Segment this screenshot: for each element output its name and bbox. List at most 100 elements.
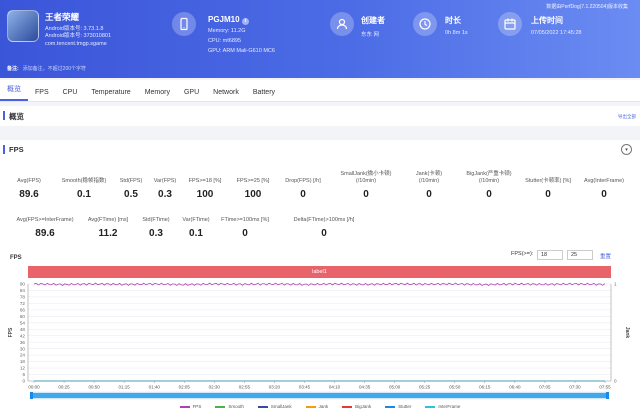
report-header: 王者荣耀 Android版本号: 3.73.1.8 Android版本号: 37… bbox=[0, 0, 640, 78]
stat-label: FPS>=25 [%] bbox=[236, 177, 270, 184]
stat-label: Std(FTime) bbox=[142, 216, 170, 223]
tab-temperature[interactable]: Temperature bbox=[91, 89, 131, 96]
legend-item-smalljank[interactable]: SmallJank bbox=[257, 404, 292, 409]
app-version: Android版本号: 3.73.1.8 bbox=[45, 26, 104, 32]
tab-gpu[interactable]: GPU bbox=[183, 89, 200, 96]
tab-overview[interactable]: 概览 bbox=[0, 84, 28, 101]
label-bar[interactable]: label1 bbox=[28, 266, 611, 278]
stat-row1-4: FPS>=18 [%] 100 bbox=[170, 171, 240, 201]
stat-row2-5: Delta(FTime)>100ms [/h] 0 bbox=[289, 210, 359, 240]
app-name: 王者荣耀 bbox=[45, 12, 80, 22]
chart-title: FPS bbox=[10, 255, 22, 261]
y-tick-label: 18 bbox=[20, 359, 26, 364]
overview-section-header: 概览 导出全部 bbox=[0, 106, 640, 126]
creator-value: 东东 网 bbox=[361, 32, 380, 38]
legend-label: Stutter bbox=[398, 404, 412, 409]
stat-row1-8: Jank(卡顿) (/10min) 0 bbox=[394, 171, 464, 200]
y-tick-label: 84 bbox=[20, 288, 26, 293]
legend-swatch bbox=[215, 405, 226, 408]
stat-value: 0.1 bbox=[77, 189, 91, 200]
stat-row2-1: Avg(FTime) [ms] 11.2 bbox=[73, 210, 143, 240]
stat-value: 89.6 bbox=[35, 228, 55, 239]
tab-battery[interactable]: Battery bbox=[252, 89, 276, 96]
section-accent bbox=[3, 111, 5, 120]
zoom-track bbox=[29, 391, 610, 400]
stat-value: 0 bbox=[486, 189, 492, 200]
data-source-note: 数据由PerfDog(7.1.220504)版本收集 bbox=[546, 4, 628, 10]
tab-cpu[interactable]: CPU bbox=[62, 89, 78, 96]
stat-label: Avg(InterFrame) bbox=[584, 177, 624, 184]
x-tick-label: 07:55 bbox=[599, 385, 611, 390]
x-tick-label: 04:10 bbox=[329, 385, 341, 390]
x-tick-label: 06:40 bbox=[509, 385, 521, 390]
stat-label: SmallJank(微小卡顿) (/10min) bbox=[340, 171, 392, 184]
stat-row2-2: Std(FTime) 0.3 bbox=[121, 210, 191, 240]
legend-swatch bbox=[179, 405, 190, 408]
legend-item-bigjank[interactable]: BigJank bbox=[342, 404, 371, 409]
phone-icon bbox=[172, 12, 196, 36]
y-tick-label: 72 bbox=[20, 301, 26, 306]
legend-item-interframe[interactable]: InterFrame bbox=[425, 404, 460, 409]
export-all-link[interactable]: 导出全部 bbox=[618, 114, 636, 119]
x-tick-label: 05:50 bbox=[449, 385, 461, 390]
tab-network[interactable]: Network bbox=[213, 89, 239, 96]
clock-icon bbox=[413, 12, 437, 36]
section-accent bbox=[3, 145, 5, 154]
x-tick-label: 00:50 bbox=[88, 385, 100, 390]
collapse-button[interactable]: ▾ bbox=[621, 144, 632, 155]
note-row[interactable]: 备注: 添加备注，不超过200个字符 bbox=[7, 65, 86, 72]
zoom-handle-right bbox=[606, 392, 609, 399]
section-tabs: 概览 FPS CPU Temperature Memory GPU Networ… bbox=[0, 80, 640, 102]
y-tick-label: 6 bbox=[22, 372, 25, 377]
device-memory: Memory: 11.2G bbox=[208, 28, 246, 34]
note-label: 备注: bbox=[7, 66, 19, 72]
x-tick-label: 00:00 bbox=[28, 385, 40, 390]
tab-fps[interactable]: FPS bbox=[35, 89, 49, 96]
fps-section-header: FPS ▾ bbox=[0, 140, 640, 160]
tab-memory[interactable]: Memory bbox=[144, 89, 170, 96]
y-tick-label: 54 bbox=[20, 320, 26, 325]
stat-row1-3: Var(FPS) 0.3 bbox=[130, 171, 200, 201]
note-input[interactable]: 添加备注，不超过200个字符 bbox=[22, 66, 87, 72]
stat-label: Stutter(卡顿率) [%] bbox=[525, 177, 571, 184]
reset-button[interactable]: 重置 bbox=[600, 254, 612, 260]
y-tick-label: 36 bbox=[20, 340, 26, 345]
stat-row1-5: FPS>=25 [%] 100 bbox=[218, 171, 288, 201]
stat-label: Var(FPS) bbox=[153, 177, 177, 184]
legend-item-stutter[interactable]: Stutter bbox=[385, 404, 411, 409]
y-tick-label: 30 bbox=[20, 346, 26, 351]
x-tick-label: 04:35 bbox=[359, 385, 371, 390]
legend-label: BigJank bbox=[355, 404, 372, 409]
y2-axis-label: Jank bbox=[624, 327, 630, 339]
app-icon bbox=[7, 10, 39, 42]
device-name: PGJM10 i bbox=[208, 15, 249, 25]
stat-label: Jank(卡顿) (/10min) bbox=[415, 171, 443, 184]
stat-row2-4: FTime>=100ms [%] 0 bbox=[210, 210, 280, 240]
stat-row1-6: Drop(FPS) [/h] 0 bbox=[268, 171, 338, 201]
stat-row2-3: Var(FTime) 0.1 bbox=[161, 210, 231, 240]
legend-item-jank[interactable]: Jank bbox=[305, 404, 328, 409]
fps-threshold-input-b[interactable]: 25 bbox=[567, 250, 593, 260]
stat-value: 0.5 bbox=[124, 189, 138, 200]
stat-value: 0 bbox=[300, 189, 306, 200]
stat-value: 0 bbox=[321, 228, 327, 239]
x-tick-label: 03:20 bbox=[269, 385, 281, 390]
legend-item-fps[interactable]: FPS bbox=[179, 404, 201, 409]
duration-value: 0h 8m 1s bbox=[445, 30, 468, 36]
device-gpu: GPU: ARM Mali-G610 MC6 bbox=[208, 48, 275, 54]
x-tick-label: 05:00 bbox=[389, 385, 401, 390]
stat-value: 89.6 bbox=[19, 189, 39, 200]
legend-item-smooth[interactable]: Smooth bbox=[215, 404, 244, 409]
y-tick-label: 24 bbox=[20, 353, 26, 358]
stat-value: 0 bbox=[426, 189, 432, 200]
device-info-icon[interactable]: i bbox=[241, 18, 249, 25]
stat-row1-2: Std(FPS) 0.5 bbox=[96, 171, 166, 201]
stat-row1-10: Stutter(卡顿率) [%] 0 bbox=[513, 171, 583, 201]
creator-label: 创建者 bbox=[361, 16, 385, 25]
stat-value: 0.3 bbox=[149, 228, 163, 239]
fps-panel: Avg(FPS) 89.6 Smooth(稳帧指数) 0.1 Std(FPS) 0.5 Va… bbox=[0, 160, 640, 412]
legend-swatch bbox=[385, 405, 396, 408]
y-tick-label: 78 bbox=[20, 295, 26, 300]
fps-threshold-input-a[interactable]: 18 bbox=[537, 250, 563, 260]
stat-row1-11: Avg(InterFrame) 0 bbox=[569, 171, 639, 201]
